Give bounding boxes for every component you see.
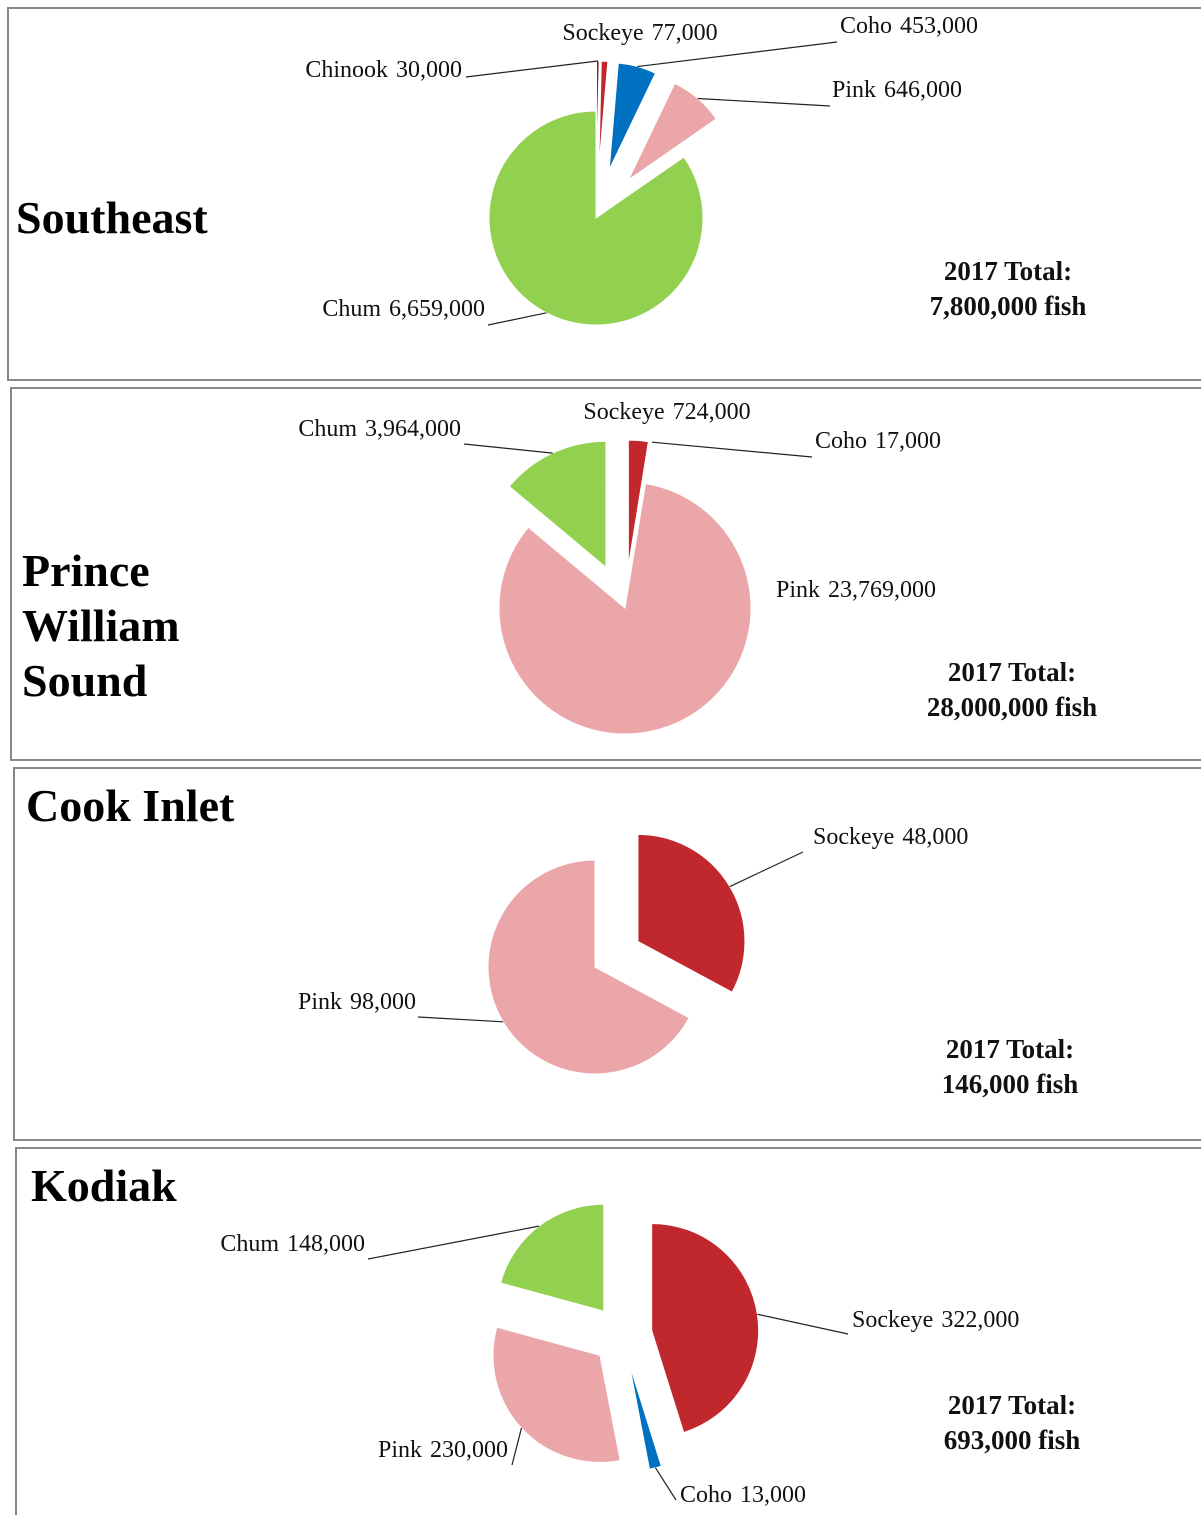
- slice-label: Sockeye 322,000: [852, 1307, 1019, 1333]
- total-label: 146,000 fish: [942, 1069, 1079, 1099]
- slice-value: 13,000: [740, 1482, 806, 1508]
- region-title: Southeast: [16, 192, 208, 243]
- slice-label: Coho 17,000: [815, 428, 941, 454]
- total-label: 28,000,000 fish: [927, 692, 1097, 722]
- slice-value: 724,000: [673, 399, 751, 425]
- leader-line: [511, 1427, 523, 1466]
- slice-label: Sockeye 48,000: [813, 824, 968, 850]
- slice-label: Pink 23,769,000: [776, 577, 936, 603]
- pie-slice: [608, 62, 657, 170]
- pie-slice: [598, 60, 609, 169]
- panel: [10, 387, 1201, 761]
- slice-value: 77,000: [652, 20, 718, 46]
- pie-slice: [651, 1222, 760, 1434]
- slice-name: Pink: [378, 1437, 422, 1463]
- slice-name: Sockeye: [583, 399, 664, 425]
- slice-name: Sockeye: [852, 1307, 933, 1333]
- leader-line: [654, 1467, 677, 1501]
- slice-label: Coho 13,000: [680, 1482, 806, 1508]
- slice-name: Pink: [832, 77, 876, 103]
- leader-line: [637, 41, 838, 68]
- pie-slice: [498, 483, 752, 735]
- leader-line: [417, 1016, 504, 1023]
- leader-line: [697, 97, 831, 107]
- slice-label: Sockeye 724,000: [583, 399, 750, 425]
- leader-line: [651, 441, 813, 458]
- slice-value: 23,769,000: [828, 577, 936, 603]
- slice-name: Chum: [322, 296, 381, 322]
- leader-line: [463, 443, 553, 454]
- slice-value: 30,000: [396, 57, 462, 83]
- leader-line: [757, 1313, 849, 1335]
- slice-value: 646,000: [884, 77, 962, 103]
- leader-line: [487, 312, 547, 326]
- pie-slice: [628, 1363, 662, 1470]
- pie-slice: [499, 1203, 605, 1312]
- slice-label: Pink 230,000: [378, 1437, 508, 1463]
- total-label: 7,800,000 fish: [930, 291, 1087, 321]
- total-label: 2017 Total:: [948, 657, 1076, 687]
- slice-value: 230,000: [430, 1437, 508, 1463]
- slice-name: Chum: [298, 416, 357, 442]
- slice-value: 17,000: [875, 428, 941, 454]
- pie-slice: [637, 833, 746, 993]
- slice-value: 3,964,000: [365, 416, 461, 442]
- region-title: Cook Inlet: [26, 780, 235, 831]
- slice-value: 453,000: [900, 13, 978, 39]
- pie-slice: [627, 82, 717, 182]
- slice-name: Pink: [298, 989, 342, 1015]
- slice-name: Sockeye: [813, 824, 894, 850]
- pie-slice: [487, 859, 690, 1075]
- slice-label: Coho 453,000: [840, 13, 978, 39]
- leader-line: [465, 60, 598, 78]
- slice-value: 148,000: [287, 1231, 365, 1257]
- slice-label: Sockeye 77,000: [562, 20, 717, 46]
- slice-name: Chum: [220, 1231, 279, 1257]
- slice-label: Chinook 30,000: [305, 57, 462, 83]
- pie-slice: [627, 439, 649, 567]
- slice-value: 98,000: [350, 989, 416, 1015]
- slice-value: 6,659,000: [389, 296, 485, 322]
- slice-label: Chum 148,000: [220, 1231, 365, 1257]
- slice-label: Chum 3,964,000: [298, 416, 461, 442]
- region-title: Kodiak: [31, 1160, 177, 1211]
- slice-name: Coho: [840, 13, 892, 39]
- slice-label: Pink 646,000: [832, 77, 962, 103]
- slice-label: Pink 98,000: [298, 989, 416, 1015]
- slice-name: Chinook: [305, 57, 388, 83]
- total-label: 2017 Total:: [946, 1034, 1074, 1064]
- slice-label: Chum 6,659,000: [322, 296, 485, 322]
- pie-slice: [488, 110, 704, 326]
- slice-value: 48,000: [902, 824, 968, 850]
- slice-name: Pink: [776, 577, 820, 603]
- total-label: 693,000 fish: [944, 1425, 1081, 1455]
- panel: [7, 7, 1201, 381]
- panel: [13, 767, 1201, 1141]
- total-label: 2017 Total:: [944, 256, 1072, 286]
- slice-name: Coho: [680, 1482, 732, 1508]
- panel: [15, 1147, 1201, 1515]
- region-title: Prince William Sound: [22, 545, 180, 706]
- leader-line: [367, 1225, 539, 1260]
- slice-name: Coho: [815, 428, 867, 454]
- slice-value: 322,000: [941, 1307, 1019, 1333]
- total-label: 2017 Total:: [948, 1390, 1076, 1420]
- leader-line: [729, 851, 804, 888]
- pie-slice: [492, 1326, 621, 1463]
- slice-name: Sockeye: [562, 20, 643, 46]
